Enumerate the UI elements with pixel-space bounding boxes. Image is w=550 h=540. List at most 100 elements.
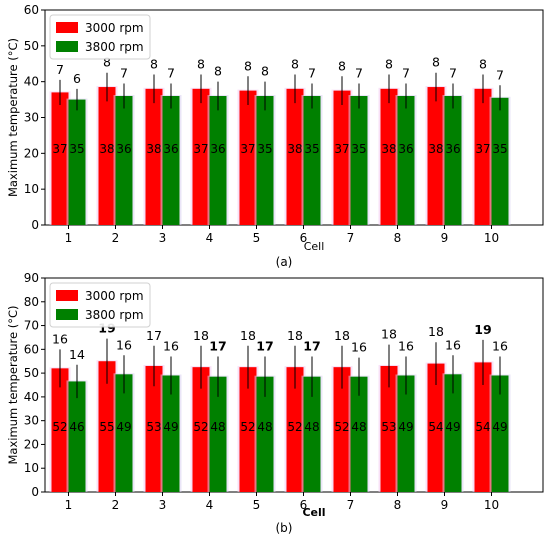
bar-series2	[491, 375, 509, 492]
error-label: 8	[261, 64, 269, 79]
value-label: 35	[257, 142, 272, 156]
x-tick-label: 5	[253, 231, 261, 245]
y-tick-label: 0	[31, 485, 39, 499]
bar-series2	[444, 96, 462, 225]
bar-series1	[474, 362, 492, 492]
y-tick-label: 50	[24, 366, 39, 380]
y-tick-label: 0	[31, 218, 39, 232]
y-tick-label: 30	[24, 414, 39, 428]
error-label: 18	[287, 328, 303, 343]
value-label: 37	[334, 142, 349, 156]
legend-swatch	[56, 41, 78, 52]
value-label: 38	[146, 142, 161, 156]
error-label: 7	[308, 65, 316, 80]
y-tick-label: 40	[24, 75, 39, 89]
bar-series1	[239, 367, 257, 492]
bar-series2	[68, 381, 86, 492]
bar-series2	[68, 99, 86, 225]
error-label: 17	[303, 338, 320, 353]
error-label: 8	[244, 58, 252, 73]
panel-label: (a)	[276, 255, 293, 269]
value-label: 52	[334, 420, 349, 434]
bar-series2	[350, 96, 368, 225]
value-label: 54	[428, 420, 443, 434]
value-label: 35	[304, 142, 319, 156]
y-tick-label: 60	[24, 342, 39, 356]
x-tick-label: 8	[394, 498, 402, 512]
y-tick-label: 10	[24, 182, 39, 196]
error-label: 8	[103, 55, 111, 70]
value-label: 38	[287, 142, 302, 156]
error-label: 7	[120, 65, 128, 80]
bar-series1	[333, 90, 351, 225]
error-label: 8	[338, 58, 346, 73]
bar-series2	[397, 96, 415, 225]
legend-entry: 3800 rpm	[85, 308, 144, 322]
bar-series1	[145, 365, 163, 492]
error-label: 7	[355, 65, 363, 80]
error-label: 7	[167, 65, 175, 80]
error-label: 17	[209, 338, 226, 353]
bar-series1	[380, 88, 398, 225]
error-label: 18	[381, 327, 397, 342]
value-label: 54	[475, 420, 490, 434]
legend-entry: 3000 rpm	[85, 21, 144, 35]
bar-series2	[397, 375, 415, 492]
error-label: 16	[52, 331, 68, 346]
bar-series1	[192, 88, 210, 225]
error-label: 8	[150, 57, 158, 72]
error-label: 6	[73, 71, 81, 86]
x-tick-label: 10	[484, 498, 499, 512]
x-tick-label: 7	[347, 498, 355, 512]
y-tick-label: 30	[24, 111, 39, 125]
value-label: 37	[475, 142, 490, 156]
error-label: 18	[334, 328, 350, 343]
value-label: 48	[210, 420, 225, 434]
error-label: 7	[449, 65, 457, 80]
bar-series1	[286, 88, 304, 225]
x-axis-label: Cell	[302, 506, 325, 519]
value-label: 52	[287, 420, 302, 434]
value-label: 48	[257, 420, 272, 434]
value-label: 38	[381, 142, 396, 156]
value-label: 53	[146, 420, 161, 434]
y-tick-label: 60	[24, 3, 39, 17]
legend-swatch	[56, 309, 78, 320]
error-label: 19	[474, 322, 491, 337]
x-tick-label: 4	[206, 231, 214, 245]
value-label: 38	[99, 142, 114, 156]
x-tick-label: 2	[112, 498, 120, 512]
bar-series1	[98, 361, 116, 492]
value-label: 48	[304, 420, 319, 434]
panel-label: (b)	[276, 521, 293, 535]
bar-series2	[162, 96, 180, 225]
x-tick-label: 8	[394, 231, 402, 245]
legend-swatch	[56, 290, 78, 301]
y-tick-label: 80	[24, 295, 39, 309]
x-tick-label: 9	[441, 231, 449, 245]
x-tick-label: 10	[484, 231, 499, 245]
legend-entry: 3800 rpm	[85, 40, 144, 54]
error-label: 18	[193, 328, 209, 343]
error-label: 16	[163, 338, 179, 353]
bar-series1	[474, 88, 492, 225]
bar-series1	[380, 365, 398, 492]
value-label: 49	[116, 420, 131, 434]
value-label: 49	[445, 420, 460, 434]
x-tick-label: 5	[253, 498, 261, 512]
x-tick-label: 4	[206, 498, 214, 512]
y-tick-label: 40	[24, 390, 39, 404]
value-label: 48	[351, 420, 366, 434]
value-label: 37	[193, 142, 208, 156]
bar-series2	[115, 374, 133, 492]
legend-entry: 3000 rpm	[85, 289, 144, 303]
value-label: 49	[398, 420, 413, 434]
legend-swatch	[56, 22, 78, 33]
value-label: 36	[163, 142, 178, 156]
bar-series1	[98, 87, 116, 226]
value-label: 49	[163, 420, 178, 434]
error-label: 18	[240, 328, 256, 343]
bar-series1	[51, 92, 69, 226]
value-label: 36	[116, 142, 131, 156]
